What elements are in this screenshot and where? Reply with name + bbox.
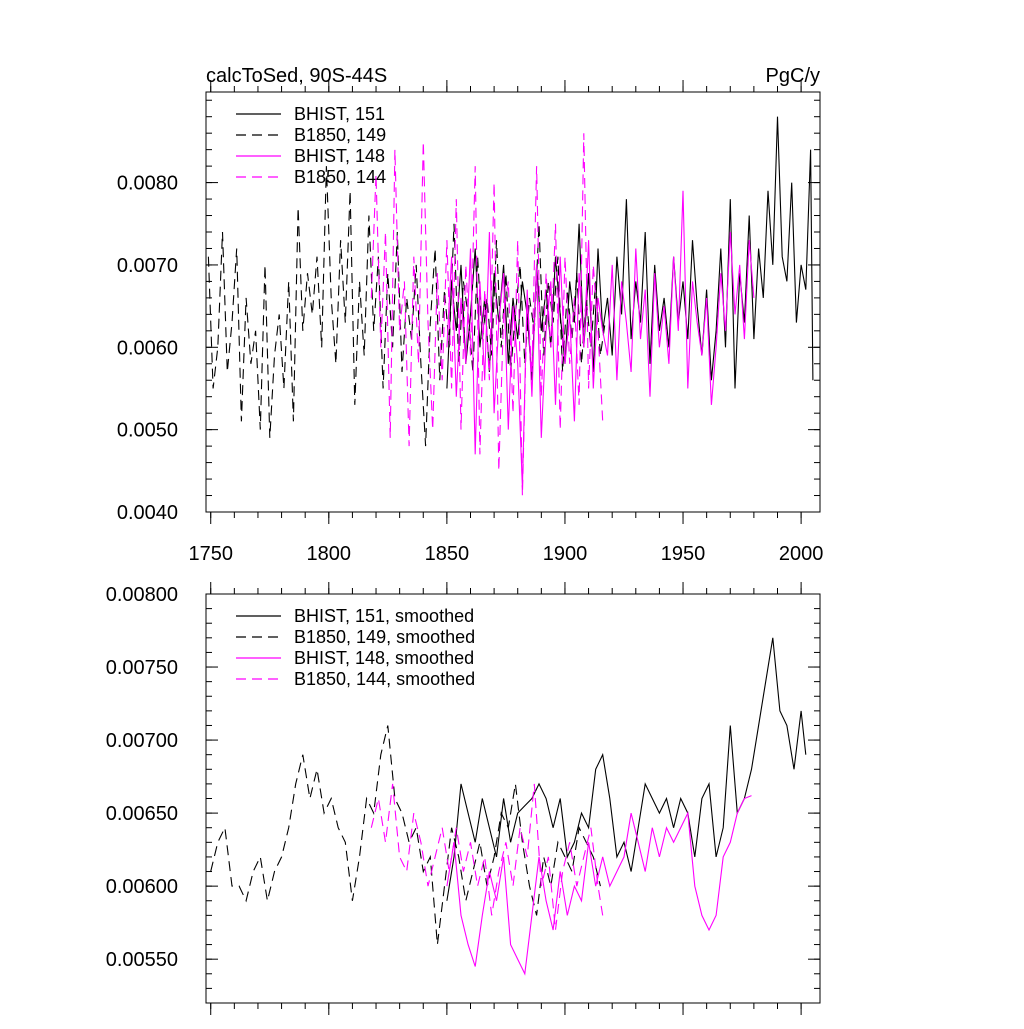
x-tick-label: 2000 xyxy=(779,543,824,565)
series-line-0 xyxy=(446,637,807,901)
x-tick-label: 1850 xyxy=(425,543,470,565)
y-tick-label: 0.00550 xyxy=(106,949,178,971)
series-line-3 xyxy=(370,133,604,496)
series-line-2 xyxy=(446,190,755,488)
chart-title-left: calcToSed, 90S-44S xyxy=(206,65,387,87)
x-tick-label: 1750 xyxy=(188,543,233,565)
chart-title-right: PgC/y xyxy=(766,65,820,87)
y-tick-label: 0.00800 xyxy=(106,584,178,606)
plot-frame xyxy=(205,91,821,513)
x-tick-label: 1950 xyxy=(661,543,706,565)
y-tick-label: 0.0070 xyxy=(117,255,178,277)
top-panel: 0.0040 0.0050 0.0060 0.0070 0.0080 1750 1800 18… xyxy=(117,65,824,565)
legend-label-3: B1850, 144, smoothed xyxy=(294,669,475,689)
x-tick-label: 1900 xyxy=(543,543,588,565)
series-line-3 xyxy=(370,783,604,931)
legend-label-2: BHIST, 148, smoothed xyxy=(294,648,474,668)
series-line-0 xyxy=(446,116,814,389)
legend-label-1: B1850, 149 xyxy=(294,125,386,145)
bottom-panel: 0.00550 0.00600 0.00650 0.00700 0.00750 0.008… xyxy=(106,582,821,1015)
legend-label-0: BHIST, 151, smoothed xyxy=(294,606,474,626)
y-tick-label: 0.00600 xyxy=(106,876,178,898)
y-tick-label: 0.00750 xyxy=(106,657,178,679)
y-tick-label: 0.0060 xyxy=(117,337,178,359)
x-tick-label: 1800 xyxy=(307,543,352,565)
legend-label-3: B1850, 144 xyxy=(294,167,386,187)
y-tick-label: 0.00700 xyxy=(106,730,178,752)
y-tick-label: 0.0080 xyxy=(117,173,178,195)
legend-label-0: BHIST, 151 xyxy=(294,104,385,124)
y-tick-label: 0.0040 xyxy=(117,502,178,524)
legend-label-2: BHIST, 148 xyxy=(294,146,385,166)
y-tick-label: 0.00650 xyxy=(106,803,178,825)
legend-label-1: B1850, 149, smoothed xyxy=(294,627,475,647)
series-line-1 xyxy=(210,725,601,945)
series-line-1 xyxy=(207,166,606,447)
series-line-2 xyxy=(446,795,752,976)
y-tick-label: 0.0050 xyxy=(117,420,178,442)
